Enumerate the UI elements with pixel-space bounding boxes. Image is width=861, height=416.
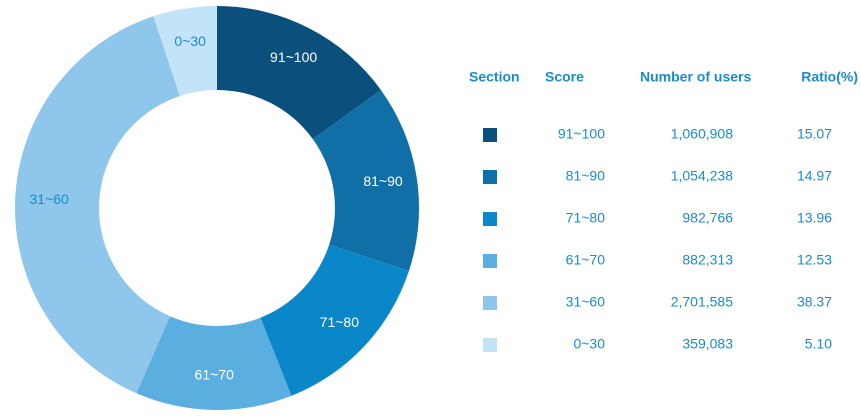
segment-label: 31~60 xyxy=(30,191,70,207)
ratio-cell: 12.53 xyxy=(797,252,832,268)
donut-segment xyxy=(312,89,419,271)
donut-segment xyxy=(15,16,180,394)
segment-label: 91~100 xyxy=(270,49,317,65)
donut-segment xyxy=(217,6,381,140)
ratio-cell: 13.96 xyxy=(797,210,832,226)
ratio-cell: 5.10 xyxy=(805,336,832,352)
donut-segment xyxy=(260,244,409,396)
segment-label: 81~90 xyxy=(363,173,403,189)
column-header: Score xyxy=(545,69,584,85)
users-cell: 1,054,238 xyxy=(671,168,733,184)
users-cell: 1,060,908 xyxy=(671,126,733,142)
users-cell: 2,701,585 xyxy=(671,294,733,310)
legend-swatch xyxy=(483,212,497,226)
column-header: Number of users xyxy=(640,69,751,85)
ratio-cell: 14.97 xyxy=(797,168,832,184)
legend-swatch xyxy=(483,296,497,310)
column-header: Ratio(%) xyxy=(801,69,858,85)
segment-label: 0~30 xyxy=(174,33,206,49)
score-cell: 81~90 xyxy=(566,168,606,184)
ratio-cell: 38.37 xyxy=(797,294,832,310)
column-header: Section xyxy=(469,69,520,85)
users-cell: 359,083 xyxy=(682,336,733,352)
users-cell: 982,766 xyxy=(682,210,733,226)
users-cell: 882,313 xyxy=(682,252,733,268)
score-cell: 61~70 xyxy=(566,252,606,268)
segment-label: 71~80 xyxy=(320,314,360,330)
legend-swatch xyxy=(483,170,497,184)
score-cell: 91~100 xyxy=(558,126,605,142)
legend-swatch xyxy=(483,338,497,352)
segment-label: 61~70 xyxy=(195,367,235,383)
score-cell: 71~80 xyxy=(566,210,606,226)
ratio-cell: 15.07 xyxy=(797,126,832,142)
score-cell: 31~60 xyxy=(566,294,606,310)
legend-swatch xyxy=(483,128,497,142)
score-cell: 0~30 xyxy=(573,336,605,352)
donut-segment xyxy=(153,6,217,97)
legend-swatch xyxy=(483,254,497,268)
donut-segment xyxy=(136,316,292,410)
